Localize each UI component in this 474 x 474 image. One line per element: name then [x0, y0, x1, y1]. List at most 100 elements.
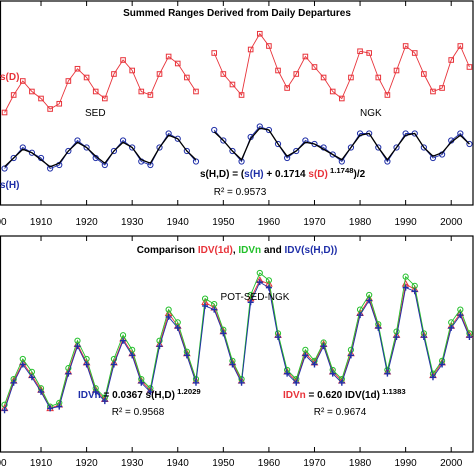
text-part: IDVn — [283, 390, 306, 401]
point — [430, 88, 436, 95]
point — [275, 67, 281, 74]
point — [38, 95, 44, 102]
text-part: IDV(s(H,D)) — [285, 245, 338, 256]
series — [1, 279, 473, 414]
series-line — [4, 125, 470, 170]
point — [338, 379, 345, 386]
point — [92, 388, 99, 395]
x-tick-label: 1990 — [395, 217, 418, 228]
point — [439, 361, 446, 368]
point — [10, 154, 17, 162]
point — [110, 361, 117, 368]
text-part: = 0.620 IDV(1d) — [306, 390, 380, 401]
annotation: R² = 0.9573 — [214, 187, 267, 198]
point — [83, 144, 90, 151]
x-tick-label: 2000 — [440, 217, 463, 228]
point — [192, 379, 199, 386]
point — [74, 343, 81, 350]
text-part: s(H,D) = ( — [200, 169, 245, 180]
series-line — [4, 272, 470, 408]
series — [4, 127, 470, 168]
point — [229, 361, 236, 368]
annotation: R² = 0.9568 — [112, 407, 165, 418]
point — [293, 147, 300, 155]
point — [265, 284, 272, 291]
series-line — [4, 32, 470, 113]
x-tick-label: 1980 — [349, 458, 372, 469]
point — [366, 50, 372, 56]
point — [339, 95, 345, 102]
point — [311, 361, 318, 368]
point — [411, 50, 418, 56]
text-part: + 0.1714 — [264, 169, 309, 180]
point — [220, 71, 227, 77]
point — [47, 405, 54, 412]
text-part: R² = 0.9674 — [314, 407, 367, 418]
text-part: , — [233, 245, 239, 256]
point — [65, 78, 72, 84]
point — [420, 334, 427, 341]
point — [329, 370, 336, 377]
point — [129, 67, 135, 74]
point — [147, 388, 154, 395]
point — [102, 95, 108, 102]
panel-frame — [0, 0, 474, 206]
text-part: IDVn — [238, 245, 261, 256]
text-part: R² = 0.9568 — [112, 407, 165, 418]
point — [393, 144, 400, 151]
point — [256, 279, 263, 286]
x-tick-label: 1980 — [349, 217, 372, 228]
point — [384, 92, 391, 98]
point — [56, 100, 63, 107]
x-tick-label: 1960 — [258, 217, 281, 228]
point — [375, 74, 382, 81]
text-part: IDVn — [78, 390, 101, 401]
point — [466, 64, 473, 70]
point — [165, 53, 172, 60]
x-tick-label: 1920 — [75, 217, 98, 228]
panel-title: Summed Ranges Derived from Daily Departu… — [123, 8, 351, 19]
panel-frame — [0, 235, 474, 453]
point — [229, 81, 236, 88]
point — [466, 140, 473, 148]
annotation: s(H,D) = (s(H) + 0.1714 s(D) 1.1748)/2 — [200, 166, 366, 181]
point — [38, 388, 45, 395]
text-part: and — [261, 245, 284, 256]
panel-title: Comparison IDV(1d), IDVn and IDV(s(H,D)) — [137, 245, 338, 256]
point — [347, 144, 355, 151]
series — [1, 30, 473, 116]
point — [284, 85, 290, 91]
point — [83, 74, 90, 81]
point — [421, 71, 427, 77]
point — [129, 144, 136, 151]
point — [402, 43, 409, 49]
point — [366, 297, 373, 304]
point — [65, 370, 72, 377]
point — [129, 352, 136, 359]
point — [266, 43, 272, 49]
point — [329, 151, 336, 158]
point — [220, 137, 227, 144]
x-tick-label: 1930 — [121, 217, 144, 228]
text-part: s(H) — [244, 169, 263, 180]
annotation: IDVn = 0.620 IDV(1d) 1.1383 — [283, 387, 406, 402]
text-part: )/2 — [354, 169, 366, 180]
x-tick-label: 2000 — [440, 458, 463, 469]
point — [247, 299, 254, 306]
point — [238, 92, 245, 98]
point — [229, 147, 236, 155]
point — [402, 273, 409, 280]
annotation: R² = 0.9674 — [314, 407, 367, 418]
point — [47, 106, 53, 112]
series-line — [4, 127, 470, 168]
point — [457, 312, 464, 319]
text-part: R² = 0.9573 — [214, 187, 267, 198]
point — [120, 337, 127, 344]
x-tick-label: 1950 — [212, 458, 235, 469]
point — [65, 147, 72, 155]
point — [156, 343, 163, 350]
point — [439, 85, 445, 91]
point — [466, 334, 473, 341]
point — [274, 140, 282, 148]
